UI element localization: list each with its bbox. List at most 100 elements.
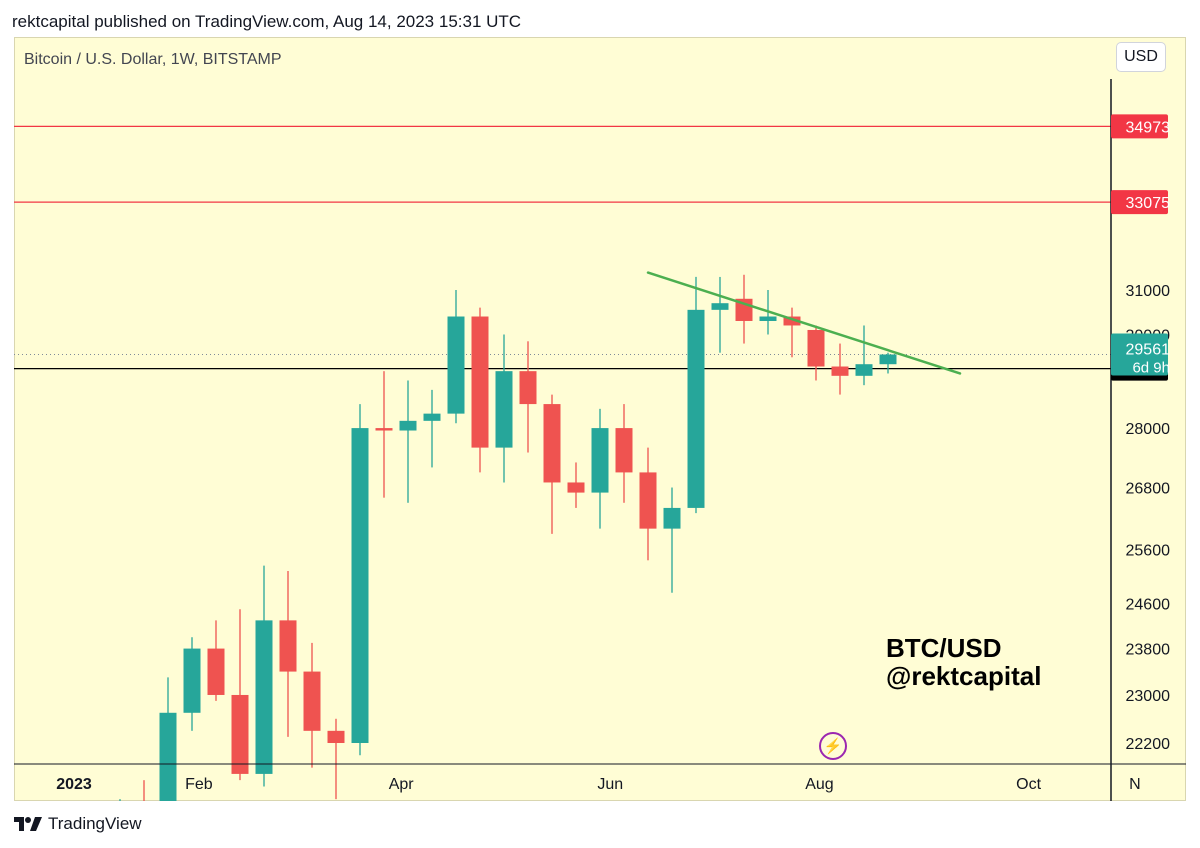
candle-body	[159, 712, 177, 801]
candle-2023-02-20	[255, 565, 273, 787]
candle-body	[207, 648, 225, 695]
current-price-countdown: 6d 9h	[1132, 359, 1170, 376]
tradingview-logo[interactable]: TradingView	[14, 814, 142, 834]
candle-2023-06-12	[639, 447, 657, 561]
candle-body	[543, 404, 561, 483]
candle-2023-05-22	[567, 462, 585, 508]
candle-body	[279, 620, 297, 672]
watermark-line-2: @rektcapital	[886, 661, 1042, 691]
time-tick-label: Oct	[1016, 776, 1041, 793]
candle-body	[855, 364, 873, 376]
time-tick-label: N	[1129, 776, 1141, 793]
candle-body	[471, 316, 489, 448]
candle-2023-01-30	[183, 637, 201, 731]
price-label-text: 34973	[1126, 119, 1171, 136]
watermark-line-1: BTC/USD	[886, 633, 1002, 663]
publisher-line: rektcapital published on TradingView.com…	[12, 12, 522, 31]
candle-body	[807, 329, 825, 367]
candle-body	[591, 428, 609, 493]
tradingview-mark-icon	[14, 816, 42, 832]
candle-2023-02-06	[207, 620, 225, 701]
price-tick-label: 24600	[1126, 597, 1171, 614]
candle-2023-02-27	[279, 571, 297, 737]
candle-2023-03-13	[327, 718, 345, 800]
watermark: BTC/USD @rektcapital	[886, 634, 1041, 690]
candle-body	[399, 420, 417, 431]
price-tick-label: 23800	[1126, 642, 1171, 659]
candle-2023-07-10	[735, 274, 753, 344]
price-tick-label: 23000	[1126, 688, 1171, 705]
price-axis: 2220023000238002460025600268002800030000…	[1110, 79, 1171, 801]
candles	[119, 274, 897, 801]
candle-body	[327, 730, 345, 743]
candle-2023-01-16	[143, 780, 145, 801]
candle-body	[495, 371, 513, 448]
candle-body	[375, 428, 393, 431]
candle-2023-07-24	[783, 307, 801, 358]
price-tick-label: 22200	[1126, 736, 1171, 753]
candle-body	[687, 309, 705, 508]
price-label-text: 33075	[1126, 195, 1171, 212]
candle-body	[711, 303, 729, 310]
symbol-title: Bitcoin / U.S. Dollar, 1W, BITSTAMP	[24, 51, 282, 68]
candle-body	[567, 482, 585, 493]
candle-body	[615, 428, 633, 473]
candle-body	[183, 648, 201, 713]
candle-body	[663, 507, 681, 529]
candle-2023-03-06	[303, 642, 321, 768]
candle-body	[447, 316, 465, 414]
candle-2023-05-15	[543, 394, 561, 534]
candle-body	[879, 354, 897, 365]
candle-2023-03-27	[375, 371, 393, 498]
candle-2023-06-05	[615, 404, 633, 503]
candle-2023-04-03	[399, 380, 417, 503]
price-chart[interactable]: 2220023000238002460025600268002800030000…	[14, 37, 1186, 801]
price-label-34973: 34973	[1111, 114, 1171, 139]
candle-2023-04-17	[447, 290, 465, 424]
candle-body	[255, 620, 273, 774]
candle-2023-08-14	[855, 325, 873, 386]
current-price-bg	[1111, 333, 1168, 376]
price-tick-label: 26800	[1126, 481, 1171, 498]
candle-2023-01-09	[119, 799, 121, 801]
candle-2023-05-01	[495, 334, 513, 483]
time-axis: 2023 Feb Apr Jun Aug Oct N	[14, 763, 1186, 793]
tradingview-brand: TradingView	[48, 814, 142, 833]
candle-2023-04-10	[423, 389, 441, 468]
candle-2023-07-03	[711, 276, 729, 353]
candle-2023-02-13	[231, 609, 249, 781]
price-label-33075: 33075	[1111, 190, 1171, 215]
price-tick-label: 31000	[1126, 283, 1171, 300]
descending-trendline	[646, 271, 962, 375]
candle-body	[423, 413, 441, 421]
candle-body	[639, 472, 657, 529]
candle-2023-04-24	[471, 307, 489, 473]
candle-2023-06-19	[663, 487, 681, 593]
bolt-icon[interactable]: ⚡	[819, 732, 847, 760]
time-tick-label: 2023	[56, 776, 92, 793]
trendline-layer	[646, 271, 962, 375]
candle-body	[783, 316, 801, 326]
price-label-bg	[1111, 190, 1168, 215]
candle-body	[351, 428, 369, 743]
current-price-value: 29561	[1126, 341, 1171, 358]
candle-body	[519, 371, 537, 405]
time-tick-label: Jun	[597, 776, 623, 793]
candle-2023-06-26	[687, 276, 705, 514]
time-tick-label: Aug	[805, 776, 833, 793]
candle-2023-03-20	[351, 404, 369, 756]
price-tick-label: 25600	[1126, 543, 1171, 560]
candle-2023-08-21	[879, 352, 897, 374]
candle-body	[831, 366, 849, 376]
candle-2023-07-31	[807, 325, 825, 381]
time-tick-label: Apr	[389, 776, 415, 793]
candle-body	[759, 316, 777, 321]
candle-body	[231, 694, 249, 774]
candle-body	[303, 671, 321, 731]
candle-2023-05-29	[591, 408, 609, 529]
currency-button[interactable]: USD	[1116, 42, 1166, 72]
price-label-bg	[1111, 114, 1168, 139]
candle-2023-05-08	[519, 341, 537, 453]
price-tick-label: 28000	[1126, 421, 1171, 438]
